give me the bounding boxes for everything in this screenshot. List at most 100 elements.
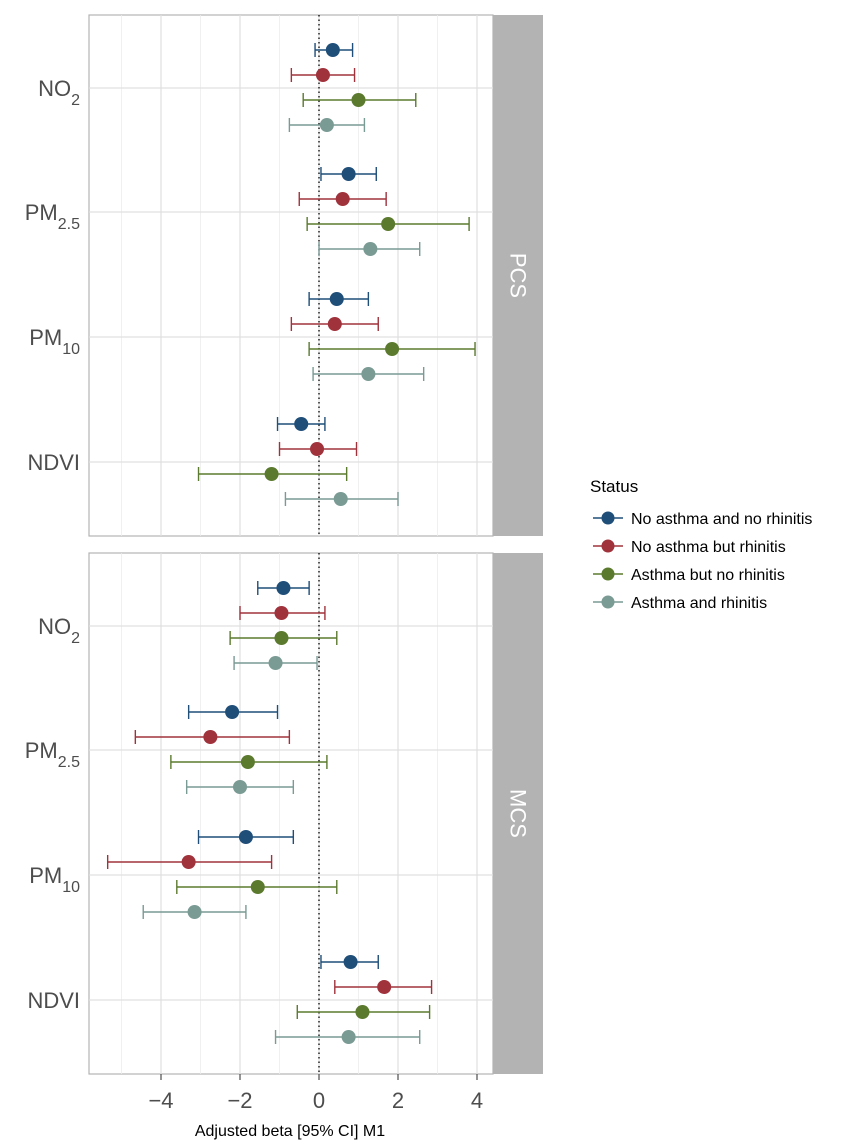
estimate-point-group	[290, 68, 356, 82]
legend-key-point	[601, 567, 615, 581]
estimate-point	[385, 342, 400, 356]
estimate-point	[181, 855, 196, 869]
estimate-point	[363, 242, 378, 256]
estimate-point-group	[239, 606, 326, 620]
estimate-point-group	[308, 292, 370, 306]
x-tick-label: 4	[471, 1088, 483, 1113]
estimate-point	[233, 780, 247, 794]
legend-entry: No asthma and no rhinitis	[593, 511, 812, 528]
strip-mcs	[493, 553, 543, 1074]
estimate-point	[203, 730, 218, 744]
estimate-point	[240, 755, 255, 769]
estimate-point-group	[197, 467, 348, 481]
panel-mcs: MCS NO2 PM2.5 PM10 NDVI	[25, 552, 543, 1075]
strip-pcs	[493, 15, 543, 536]
x-tick-label: −4	[148, 1088, 173, 1113]
estimate-point-group	[334, 980, 433, 994]
estimate-point	[250, 880, 265, 894]
estimate-point	[264, 467, 279, 481]
estimate-point-group	[284, 492, 399, 506]
legend-entry: No asthma but rhinitis	[593, 539, 786, 556]
estimate-point-group	[185, 780, 295, 794]
estimate-point	[351, 93, 366, 107]
y-tick-label: PM10	[29, 325, 80, 358]
estimate-point	[315, 68, 330, 82]
y-tick-label: PM10	[29, 863, 80, 896]
y-tick-label: NDVI	[27, 988, 80, 1013]
estimate-point	[325, 43, 340, 57]
estimate-point-group	[233, 656, 318, 670]
y-tick-label: NO2	[38, 76, 80, 109]
legend-entry: Asthma but no rhinitis	[593, 567, 785, 584]
y-tick-label: PM2.5	[25, 200, 80, 233]
estimate-point-group	[187, 705, 279, 719]
estimate-point	[276, 581, 291, 595]
y-gridlines	[89, 87, 493, 463]
estimate-point-group	[229, 631, 338, 645]
estimate-point-group	[318, 242, 421, 256]
x-tick-label: 2	[392, 1088, 404, 1113]
estimate-point-group	[257, 581, 310, 595]
strip-label-mcs: MCS	[506, 789, 531, 838]
estimate-point-group	[312, 367, 425, 381]
estimate-point	[225, 705, 240, 719]
legend-entry: Asthma and rhinitis	[593, 595, 767, 612]
estimate-point-group	[197, 830, 295, 844]
y-gridlines	[89, 625, 493, 1001]
estimate-point	[327, 317, 342, 331]
x-tick-label: 0	[313, 1088, 325, 1113]
estimate-point	[333, 492, 348, 506]
legend-key-point	[601, 539, 615, 553]
estimate-point-group	[134, 730, 291, 744]
x-axis-label: Adjusted beta [95% CI] M1	[195, 1123, 385, 1140]
estimate-point-group	[308, 342, 476, 356]
estimate-point	[274, 631, 289, 645]
panel-frame	[88, 14, 494, 537]
estimate-point-group	[306, 217, 470, 231]
estimate-point	[319, 118, 334, 132]
estimate-point-group	[142, 905, 247, 919]
legend-entries: No asthma and no rhinitis No asthma but r…	[593, 511, 812, 612]
x-tick-label: −2	[227, 1088, 252, 1113]
estimate-point	[341, 167, 356, 181]
estimate-point	[361, 367, 376, 381]
legend-key-point	[601, 511, 615, 525]
estimate-point	[310, 442, 325, 456]
legend-entry-label: Asthma but no rhinitis	[631, 567, 785, 584]
estimate-point	[294, 417, 309, 431]
estimate-point-group	[278, 442, 358, 456]
y-tick-label: NDVI	[27, 450, 80, 475]
y-tick-label: PM2.5	[25, 738, 80, 771]
estimate-point	[335, 192, 350, 206]
legend-entry-label: No asthma and no rhinitis	[631, 511, 812, 528]
estimate-point	[268, 656, 283, 670]
estimate-point-group	[320, 955, 379, 969]
estimate-point-group	[290, 317, 379, 331]
estimate-point	[343, 955, 358, 969]
estimate-point	[377, 980, 392, 994]
estimate-point-group	[170, 755, 328, 769]
panels: PCS NO2 PM2.5 PM10 NDVI MCS NO2 PM2.5 PM10 NDVI	[25, 14, 543, 1075]
legend-entry-label: No asthma but rhinitis	[631, 539, 786, 556]
strip-label-pcs: PCS	[506, 253, 531, 298]
estimate-point	[274, 606, 289, 620]
estimate-point-group	[274, 1030, 421, 1044]
legend-title: Status	[590, 477, 638, 496]
estimate-point-group	[314, 43, 354, 57]
y-tick-label: NO2	[38, 614, 80, 647]
estimate-point-group	[106, 855, 273, 869]
x-axis: −4 −2 0 2 4	[148, 1074, 483, 1113]
estimate-point	[329, 292, 344, 306]
estimate-point-group	[320, 167, 377, 181]
estimate-point-group	[288, 118, 366, 132]
estimate-point	[381, 217, 396, 231]
estimate-point-group	[302, 93, 417, 107]
legend-entry-label: Asthma and rhinitis	[631, 595, 767, 612]
estimate-point	[187, 905, 202, 919]
estimate-point	[355, 1005, 370, 1019]
estimate-point-group	[176, 880, 338, 894]
estimate-point	[238, 830, 253, 844]
legend-key-point	[601, 595, 615, 609]
